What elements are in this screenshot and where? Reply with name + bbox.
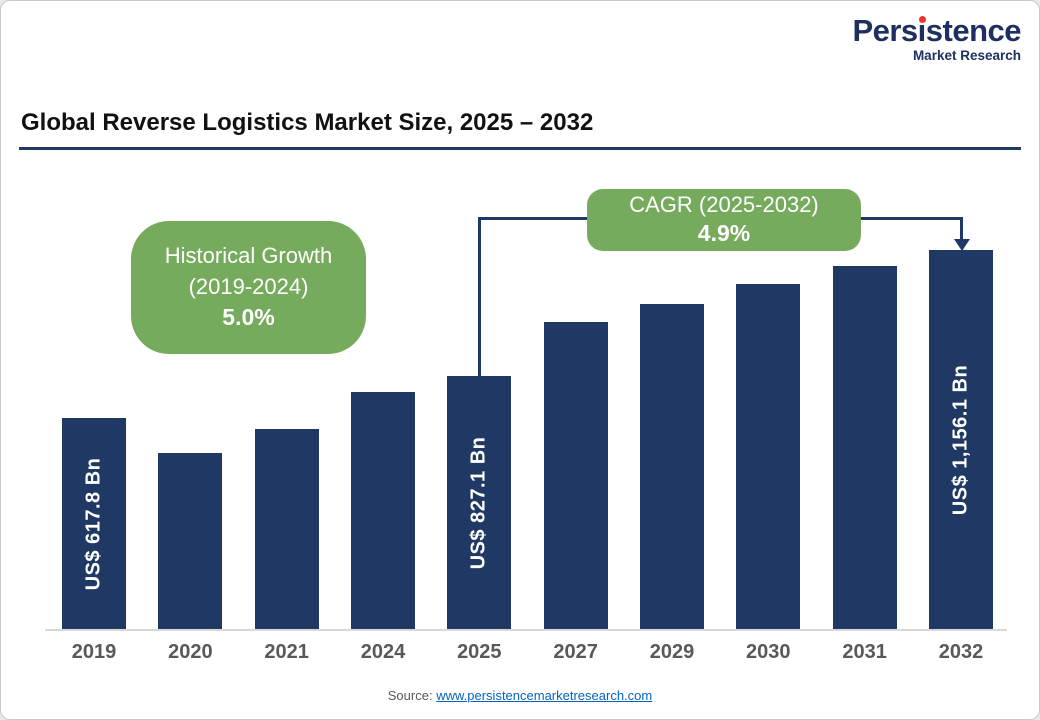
cagr-callout: CAGR (2025-2032) 4.9% (587, 189, 861, 251)
bar-2029 (639, 304, 704, 629)
cagr-line1: CAGR (2025-2032) (629, 191, 819, 217)
bar-2021 (254, 429, 319, 629)
bar-2020 (158, 453, 223, 629)
year-label-2032: 2032 (938, 641, 984, 663)
bar-2025-value-label: US$ 827.1 Bn (467, 436, 490, 569)
x-axis-line (45, 629, 1007, 631)
bar-2032: US$ 1,156.1 Bn (928, 250, 993, 629)
bar-2027 (543, 322, 608, 629)
historical-growth-callout: Historical Growth (2019-2024) 5.0% (131, 221, 366, 354)
historical-growth-line1: Historical Growth (164, 243, 333, 269)
year-label-2019: 2019 (71, 641, 117, 663)
bar-2025: US$ 827.1 Bn (447, 376, 512, 629)
cagr-value: 4.9% (697, 220, 751, 247)
bar-2024 (350, 392, 415, 629)
year-label-2027: 2027 (553, 641, 598, 663)
logo-tagline: Market Research (912, 48, 1021, 63)
logo-name-text: Persistence (852, 13, 1021, 48)
cagr-connector-right-horizontal-line (860, 217, 963, 220)
bar-2019: US$ 617.8 Bn (62, 418, 126, 629)
year-label-2020: 2020 (168, 641, 213, 663)
bar-2030 (736, 284, 801, 629)
year-label-2030: 2030 (746, 641, 791, 663)
title-underline (19, 147, 1021, 150)
year-label-2031: 2031 (842, 641, 887, 663)
year-label-2029: 2029 (649, 641, 695, 663)
cagr-connector-left-horizontal-line (478, 217, 588, 220)
historical-growth-line2: (2019-2024) (188, 273, 309, 299)
cagr-connector-right-vertical-line (960, 217, 963, 241)
historical-growth-value: 5.0% (222, 303, 275, 330)
logo-red-dot-icon (919, 16, 927, 23)
page-title: Global Reverse Logistics Market Size, 20… (21, 109, 594, 136)
bar-2032-value-label: US$ 1,156.1 Bn (949, 364, 972, 515)
year-label-2025: 2025 (457, 641, 502, 663)
bar-chart: US$ 617.8 Bn US$ 827.1 Bn US$ 1,156.1 Bn (62, 249, 993, 629)
company-logo: Persistence Market Research (852, 15, 1021, 63)
x-axis-labels: 2019 2020 2021 2024 2025 2027 2029 2030 … (62, 641, 993, 664)
year-label-2021: 2021 (264, 641, 309, 663)
cagr-connector-left-vertical-line (478, 217, 481, 376)
logo-wordmark: Persistence (852, 15, 1021, 46)
source-link[interactable]: www.persistencemarketresearch.com (436, 688, 653, 703)
bar-2019-value-label: US$ 617.8 Bn (82, 457, 105, 590)
source-line: Source: www.persistencemarketresearch.co… (1, 688, 1039, 703)
bar-2031 (832, 266, 897, 629)
year-label-2024: 2024 (360, 641, 406, 663)
arrow-down-icon (954, 239, 970, 251)
source-label: Source: (387, 688, 433, 703)
